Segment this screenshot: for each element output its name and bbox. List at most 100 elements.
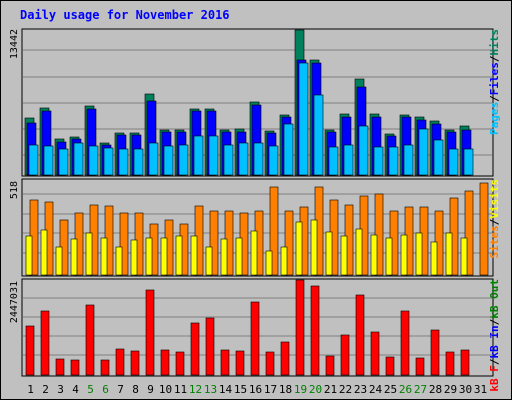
x-tick-label-day-1: 1: [27, 383, 34, 396]
bot-panel-legend: kB F/kB In/kB Out: [488, 279, 501, 392]
mid-panel-bars: [25, 182, 489, 276]
bar-kbf-day-8: [130, 350, 140, 376]
bar-kbf-day-2: [40, 310, 50, 376]
bar-kbf-day-12: [190, 322, 200, 376]
x-tick-label-day-30: 30: [459, 383, 472, 396]
x-tick-label-day-19: 19: [294, 383, 307, 396]
x-tick-label-day-12: 12: [189, 383, 202, 396]
x-tick-label-day-2: 2: [42, 383, 49, 396]
mid-panel-legend: Sites/Visits: [488, 179, 501, 259]
x-tick-label-day-21: 21: [324, 383, 337, 396]
top-legend-hits-4: Hits: [488, 29, 501, 56]
top-panel-ymax-label: 13442: [9, 29, 20, 59]
bar-pages-day-4: [73, 142, 84, 176]
bar-visits-day-12: [190, 235, 198, 276]
x-tick-label-day-18: 18: [279, 383, 292, 396]
bar-kbf-day-29: [445, 351, 455, 376]
bot-panel-ymax-label: 2447031: [9, 281, 20, 323]
bar-kbf-day-20: [310, 285, 320, 376]
bar-visits-day-22: [340, 235, 348, 276]
bar-visits-day-13: [205, 246, 213, 276]
bar-sites-day-17: [269, 186, 279, 276]
bar-pages-day-16: [253, 142, 264, 176]
bar-visits-day-15: [235, 237, 243, 276]
bar-sites-day-7: [119, 212, 129, 276]
x-tick-label-day-29: 29: [444, 383, 457, 396]
top-legend-separator-3: /: [488, 55, 501, 62]
bar-kbf-day-4: [70, 359, 80, 376]
bar-kbf-day-11: [175, 351, 185, 376]
bar-kbf-day-18: [280, 341, 290, 376]
bar-pages-day-15: [238, 142, 249, 176]
bar-sites-day-24: [374, 193, 384, 276]
x-tick-label-day-27: 27: [414, 383, 427, 396]
bar-kbf-day-13: [205, 317, 215, 376]
x-tick-label-day-20: 20: [309, 383, 322, 396]
bar-visits-day-18: [280, 246, 288, 276]
bar-kbf-day-24: [370, 331, 380, 376]
bar-kbf-day-21: [325, 355, 335, 376]
bar-pages-day-24: [373, 146, 384, 176]
x-tick-label-day-24: 24: [369, 383, 383, 396]
bar-pages-day-11: [178, 144, 189, 176]
bar-visits-day-27: [415, 232, 423, 276]
bar-visits-day-21: [325, 231, 333, 276]
bar-pages-day-20: [313, 94, 324, 176]
x-tick-label-day-23: 23: [354, 383, 367, 396]
bar-sites-day-30: [464, 190, 474, 276]
bar-visits-day-17: [265, 250, 273, 276]
bar-pages-day-29: [448, 148, 459, 176]
bar-pages-day-6: [103, 147, 114, 176]
mid-legend-sites-0: Sites: [488, 225, 501, 258]
bar-kbf-day-19: [295, 279, 305, 376]
bot-legend-kbf-0: kB F: [488, 365, 501, 392]
x-tick-label-day-15: 15: [234, 383, 247, 396]
bar-pages-day-5: [88, 145, 99, 176]
bar-visits-day-8: [130, 239, 138, 276]
bar-pages-day-17: [268, 145, 279, 176]
x-tick-label-day-10: 10: [159, 383, 172, 396]
bar-visits-day-25: [385, 237, 393, 276]
x-tick-label-day-4: 4: [72, 383, 79, 396]
bar-kbf-day-26: [400, 310, 410, 376]
bar-visits-day-30: [460, 237, 468, 276]
bar-visits-day-2: [40, 229, 48, 276]
x-tick-label-day-3: 3: [57, 383, 64, 396]
bar-kbf-day-23: [355, 294, 365, 376]
x-tick-label-day-7: 7: [117, 383, 124, 396]
chart-title: Daily usage for November 2016: [20, 8, 230, 22]
mid-legend-separator-1: /: [488, 218, 501, 225]
x-tick-label-day-31: 31: [474, 383, 487, 396]
bar-kbf-day-25: [385, 356, 395, 376]
x-tick-label-day-14: 14: [219, 383, 233, 396]
bar-kbf-day-30: [460, 349, 470, 376]
bar-visits-day-1: [25, 235, 33, 276]
bar-pages-day-25: [388, 146, 399, 176]
bar-visits-day-10: [160, 237, 168, 276]
bar-kbf-day-1: [25, 325, 35, 376]
bar-pages-day-27: [418, 128, 429, 176]
bot-legend-kbout-4: kB Out: [488, 279, 501, 319]
bot-legend-separator-1: /: [488, 358, 501, 365]
x-tick-label-day-16: 16: [249, 383, 262, 396]
bar-pages-day-14: [223, 144, 234, 176]
bar-kbf-day-27: [415, 357, 425, 376]
bar-kbf-day-17: [265, 351, 275, 376]
mid-panel-frame: [21, 178, 494, 277]
bar-sites-day-18: [284, 210, 294, 276]
bot-panel-bars: [25, 279, 470, 376]
bar-visits-day-29: [445, 232, 453, 276]
x-tick-label-day-9: 9: [147, 383, 154, 396]
bar-pages-day-30: [463, 148, 474, 176]
bar-sites-day-13: [209, 210, 219, 276]
bar-kbf-day-7: [115, 348, 125, 376]
x-tick-label-day-26: 26: [399, 383, 412, 396]
bar-kbf-day-5: [85, 304, 95, 376]
bar-visits-day-24: [370, 234, 378, 276]
bar-kbf-day-14: [220, 349, 230, 376]
bar-kbf-day-10: [160, 349, 170, 376]
bar-pages-day-23: [358, 125, 369, 176]
bar-kbf-day-9: [145, 289, 155, 376]
x-tick-label-day-25: 25: [384, 383, 397, 396]
bar-pages-day-26: [403, 144, 414, 176]
